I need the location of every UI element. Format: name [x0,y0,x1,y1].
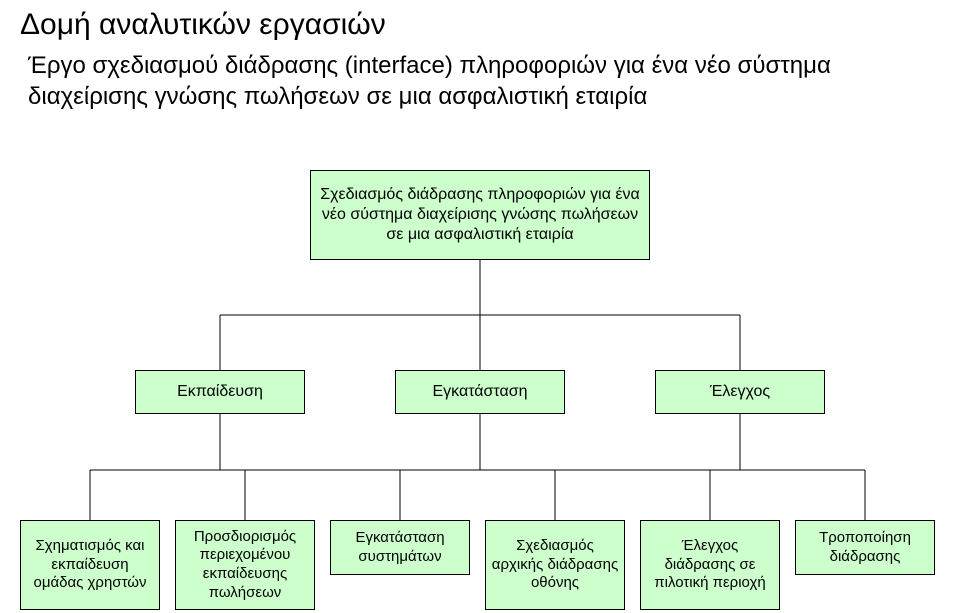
leaf-label: Προσδιορισμός περιεχομένου εκπαίδευσης π… [180,528,310,603]
mid-node: Εγκατάσταση [395,370,565,414]
leaf-label: Εγκατάσταση συστημάτων [335,529,465,567]
leaf-node: Τροποποίηση διάδρασης [795,520,935,575]
mid-label: Έλεγχος [710,382,770,402]
mid-node: Εκπαίδευση [135,370,305,414]
root-label: Σχεδιασμός διάδρασης πληροφοριών για ένα… [315,185,645,245]
leaf-node: Σχηματισμός και εκπαίδευση ομάδας χρηστώ… [20,520,160,610]
leaf-label: Σχηματισμός και εκπαίδευση ομάδας χρηστώ… [25,537,155,593]
mid-label: Εγκατάσταση [432,382,527,402]
mid-label: Εκπαίδευση [177,382,263,402]
leaf-node: Σχεδιασμός αρχικής διάδρασης οθόνης [485,520,625,610]
page-subtitle: Έργο σχεδιασμού διάδρασης (interface) πλ… [28,50,928,112]
mid-node: Έλεγχος [655,370,825,414]
leaf-node: Έλεγχος διάδρασης σε πιλοτική περιοχή [640,520,780,610]
page-title: Δομή αναλυτικών εργασιών [20,8,386,42]
leaf-label: Σχεδιασμός αρχικής διάδρασης οθόνης [490,537,620,593]
leaf-node: Προσδιορισμός περιεχομένου εκπαίδευσης π… [175,520,315,610]
leaf-label: Έλεγχος διάδρασης σε πιλοτική περιοχή [645,537,775,593]
root-node: Σχεδιασμός διάδρασης πληροφοριών για ένα… [310,170,650,260]
leaf-node: Εγκατάσταση συστημάτων [330,520,470,575]
leaf-label: Τροποποίηση διάδρασης [800,529,930,567]
